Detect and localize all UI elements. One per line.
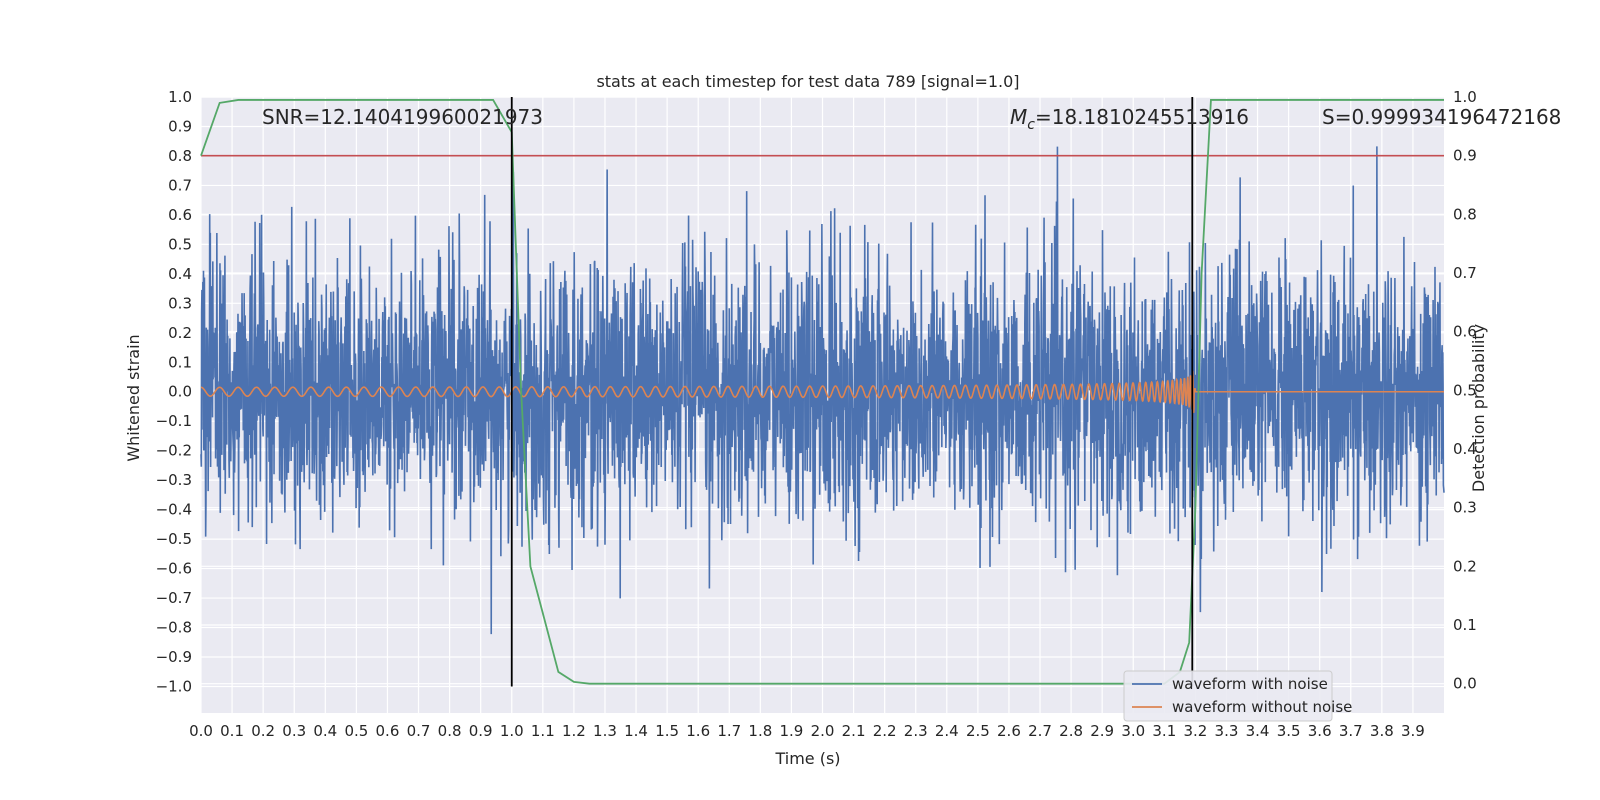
- x-tick-label: 3.0: [1121, 722, 1145, 740]
- y-tick-label: 0.8: [168, 147, 192, 165]
- x-tick-label: 1.8: [748, 722, 772, 740]
- y-tick-label: 0.6: [168, 206, 192, 224]
- y-tick-label: −0.8: [156, 619, 192, 637]
- y-tick-label: 0.7: [168, 176, 192, 194]
- chirp-mass-value: =18.1810245513916: [1035, 105, 1249, 129]
- x-tick-label: 2.5: [966, 722, 990, 740]
- x-tick-label: 2.3: [904, 722, 928, 740]
- x-tick-label: 1.0: [500, 722, 524, 740]
- right-y-tick-label: 0.1: [1453, 616, 1477, 634]
- chart-title: stats at each timestep for test data 789…: [596, 72, 1019, 91]
- y-tick-label: 0.4: [168, 265, 192, 283]
- x-tick-label: 0.2: [251, 722, 275, 740]
- legend-box: [1123, 670, 1333, 722]
- chirp-mass-annotation: Mc=18.1810245513916: [1010, 105, 1249, 133]
- y-axis-label: Whitened strain: [124, 334, 143, 461]
- right-y-tick-label: 0.7: [1453, 264, 1477, 282]
- right-y-tick-label: 0.5: [1453, 381, 1477, 399]
- x-tick-label: 2.6: [997, 722, 1021, 740]
- x-tick-label: 0.1: [220, 722, 244, 740]
- x-axis-ticks: 0.0 0.1 0.2 0.3 0.4 0.5 0.6 0.7 0.8 0.9 1.0 1.1 1.2 1…: [189, 722, 1425, 740]
- series-waveform-with-noise: [200, 146, 1445, 635]
- x-tick-label: 3.9: [1401, 722, 1425, 740]
- x-tick-label: 3.5: [1277, 722, 1301, 740]
- x-tick-label: 3.7: [1339, 722, 1363, 740]
- x-tick-label: 3.4: [1246, 722, 1270, 740]
- x-tick-label: 0.9: [469, 722, 493, 740]
- x-tick-label: 2.9: [1090, 722, 1114, 740]
- y-tick-label: 0.2: [168, 324, 192, 342]
- legend-label-noisy: waveform with noise: [1172, 675, 1328, 693]
- x-tick-label: 0.3: [282, 722, 306, 740]
- y-tick-label: −0.3: [156, 471, 192, 489]
- right-y-tick-label: 0.2: [1453, 557, 1477, 575]
- x-tick-label: 1.5: [655, 722, 679, 740]
- legend: waveform with noise waveform without noi…: [1123, 670, 1352, 722]
- x-tick-label: 0.8: [438, 722, 462, 740]
- x-tick-label: 3.6: [1308, 722, 1332, 740]
- y-tick-label: 0.5: [168, 235, 192, 253]
- x-tick-label: 3.2: [1183, 722, 1207, 740]
- x-tick-label: 1.2: [562, 722, 586, 740]
- y-tick-label: −0.5: [156, 530, 192, 548]
- y-tick-label: 0.0: [168, 383, 192, 401]
- y-tick-label: −0.2: [156, 442, 192, 460]
- y-tick-label: −0.4: [156, 501, 192, 519]
- legend-label-clean: waveform without noise: [1172, 698, 1352, 716]
- right-y-tick-label: 0.4: [1453, 440, 1477, 458]
- series-layer: [200, 97, 1445, 687]
- series-waveform-without-noise: [200, 370, 1444, 413]
- x-tick-label: 3.3: [1215, 722, 1239, 740]
- x-tick-label: 0.0: [189, 722, 213, 740]
- x-tick-label: 0.6: [376, 722, 400, 740]
- y-tick-label: −0.6: [156, 560, 192, 578]
- y-axis-ticks: 1.0 0.9 0.8 0.7 0.6 0.5 0.4 0.3 0.2 0.1 0.0 −0.1 −0.…: [156, 88, 192, 695]
- x-tick-label: 1.6: [686, 722, 710, 740]
- series-detection-probability: [200, 99, 1444, 685]
- right-y-tick-label: 0.9: [1453, 147, 1477, 165]
- right-y-tick-label: 0.3: [1453, 499, 1477, 517]
- x-tick-label: 2.7: [1028, 722, 1052, 740]
- x-tick-label: 2.2: [873, 722, 897, 740]
- x-tick-label: 2.4: [935, 722, 959, 740]
- right-y-axis-ticks: 1.0 0.9 0.8 0.7 0.6 0.5 0.4 0.3 0.2 0.1 0.0: [1453, 88, 1477, 693]
- score-annotation: S=0.999934196472168: [1322, 105, 1561, 129]
- snr-annotation: SNR=12.140419960021973: [262, 105, 543, 129]
- x-tick-label: 0.7: [407, 722, 431, 740]
- chirp-mass-subscript: c: [1027, 117, 1035, 133]
- right-y-tick-label: 0.6: [1453, 323, 1477, 341]
- right-y-tick-label: 0.0: [1453, 675, 1477, 693]
- y-tick-label: −0.1: [156, 412, 192, 430]
- x-tick-label: 1.9: [779, 722, 803, 740]
- x-tick-label: 1.1: [531, 722, 555, 740]
- y-tick-label: −0.7: [156, 589, 192, 607]
- y-tick-label: 1.0: [168, 88, 192, 106]
- x-tick-label: 1.7: [717, 722, 741, 740]
- right-y-tick-label: 1.0: [1453, 88, 1477, 106]
- x-tick-label: 0.5: [344, 722, 368, 740]
- right-y-axis-label: Detection probability: [1469, 324, 1488, 492]
- x-axis-label: Time (s): [774, 749, 840, 768]
- y-tick-label: −0.9: [156, 648, 192, 666]
- y-tick-label: −1.0: [156, 677, 192, 695]
- x-tick-label: 2.0: [811, 722, 835, 740]
- right-y-tick-label: 0.8: [1453, 205, 1477, 223]
- chirp-mass-symbol: M: [1010, 105, 1027, 129]
- x-tick-label: 3.1: [1152, 722, 1176, 740]
- x-tick-label: 2.1: [842, 722, 866, 740]
- y-tick-label: 0.1: [168, 353, 192, 371]
- x-tick-label: 1.4: [624, 722, 648, 740]
- x-tick-label: 0.4: [313, 722, 337, 740]
- y-tick-label: 0.9: [168, 117, 192, 135]
- x-tick-label: 3.8: [1370, 722, 1394, 740]
- x-tick-label: 2.8: [1059, 722, 1083, 740]
- x-tick-label: 1.3: [593, 722, 617, 740]
- y-tick-label: 0.3: [168, 294, 192, 312]
